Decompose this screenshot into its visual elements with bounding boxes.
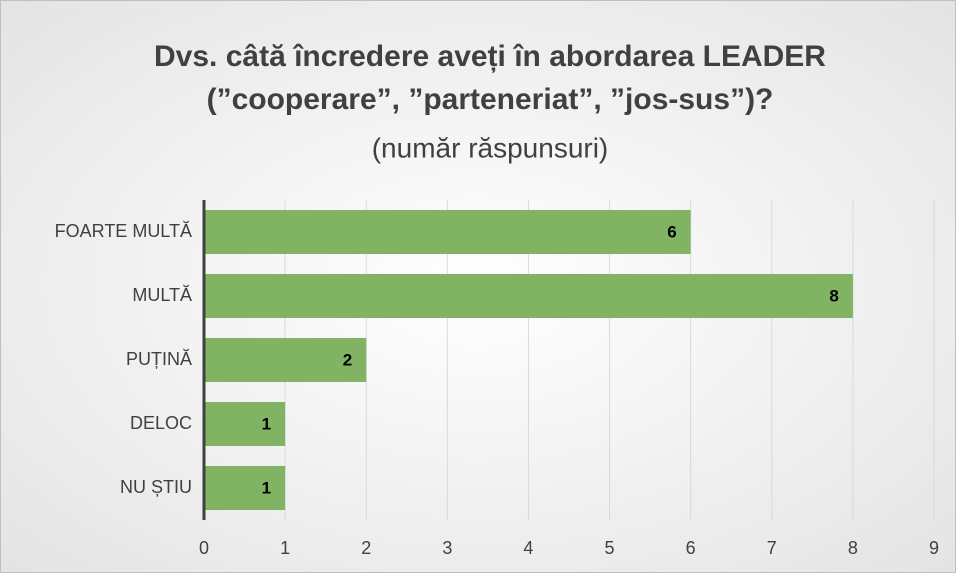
x-tick-label: 7: [767, 538, 777, 558]
y-tick-label: PUȚINĂ: [126, 349, 192, 369]
x-tick-label: 8: [848, 538, 858, 558]
bar: [204, 210, 691, 254]
x-tick-label: 2: [361, 538, 371, 558]
data-label: 1: [262, 414, 271, 433]
x-tick-label: 1: [280, 538, 290, 558]
data-label: 8: [829, 286, 838, 305]
data-label: 2: [343, 350, 352, 369]
chart-title: (”cooperare”, ”parteneriat”, ”jos-sus”)?: [207, 83, 774, 116]
y-tick-label: NU ȘTIU: [120, 477, 192, 497]
x-tick-label: 5: [605, 538, 615, 558]
bar: [204, 274, 853, 318]
y-tick-label: MULTĂ: [132, 285, 192, 305]
plot-area: 0 1 2 3 4 5 6 7 8 9 FOARTE MULTĂ 6 MULTĂ 8 PUȚINĂ 2 DELO…: [55, 200, 939, 558]
data-label: 1: [262, 478, 271, 497]
y-tick-label: FOARTE MULTĂ: [55, 221, 192, 241]
bar: [204, 402, 286, 446]
x-tick-label: 6: [686, 538, 696, 558]
chart-subtitle: (număr răspunsuri): [372, 132, 609, 163]
x-tick-label: 3: [442, 538, 452, 558]
bar: [204, 338, 367, 382]
data-label: 6: [667, 222, 676, 241]
x-tick-label: 9: [929, 538, 939, 558]
x-tick-label: 4: [523, 538, 533, 558]
chart-title: Dvs. câtă încredere aveți în abordarea L…: [154, 40, 826, 73]
x-tick-label: 0: [199, 538, 209, 558]
y-tick-label: DELOC: [130, 413, 192, 433]
bar: [204, 466, 286, 510]
